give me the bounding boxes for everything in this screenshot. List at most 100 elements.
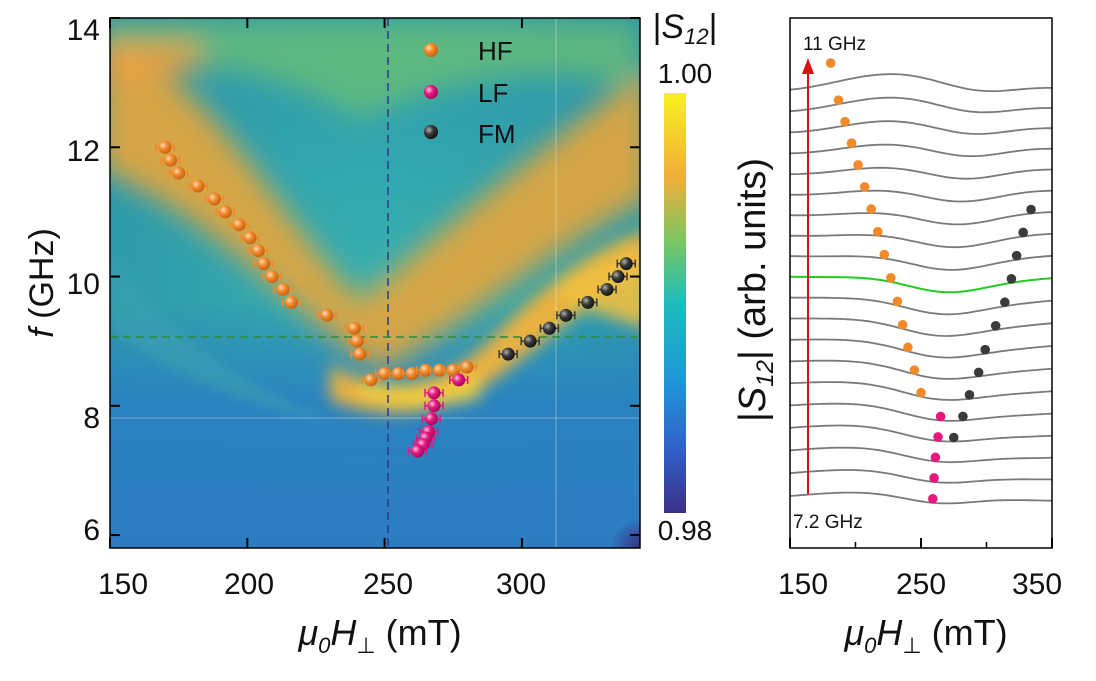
hf-data-point — [240, 231, 260, 245]
trace — [790, 446, 1052, 464]
marker — [427, 386, 441, 400]
lf-trace-point — [927, 493, 938, 504]
hf-data-point — [457, 360, 477, 374]
trace — [790, 317, 1052, 337]
hf-data-point — [155, 140, 175, 154]
lf-trace-point — [933, 432, 943, 442]
marker — [243, 231, 257, 245]
fm-trace-point — [1018, 227, 1028, 238]
x-tick-200: 200 — [224, 568, 274, 601]
trace — [790, 296, 1052, 316]
marker — [251, 244, 265, 258]
highlighted-trace — [790, 275, 1052, 294]
hf-data-point — [229, 218, 249, 232]
lf-data-point — [424, 386, 444, 400]
right-x-tick-250: 250 — [896, 568, 946, 601]
marker — [265, 270, 279, 284]
marker — [207, 192, 221, 206]
hf-data-point — [168, 166, 189, 180]
hf-trace-point — [859, 182, 870, 192]
right-axis-ticks — [789, 538, 1053, 548]
marker — [411, 444, 425, 458]
fm-trace-point — [964, 390, 975, 400]
marker — [378, 366, 392, 380]
legend-hf-label: HF — [478, 36, 513, 66]
marker — [158, 140, 172, 154]
fm-trace-point — [1011, 250, 1022, 261]
trace — [790, 255, 1052, 271]
hf-trace-point — [916, 387, 926, 398]
marker — [419, 363, 433, 377]
marker — [405, 366, 419, 380]
hf-data-point — [347, 334, 367, 348]
marker — [163, 153, 177, 167]
hf-trace-point — [903, 342, 913, 353]
left-x-axis-label: μ0H⊥ (mT) — [297, 612, 461, 658]
lf-data-point — [449, 373, 469, 387]
trace — [790, 402, 1052, 422]
hf-data-point — [281, 295, 301, 309]
left-axis-ticks — [109, 17, 640, 548]
frequency-arrow-head — [802, 58, 814, 74]
marker — [218, 205, 232, 219]
y-tick-14: 14 — [67, 14, 100, 47]
marker — [232, 218, 246, 232]
fm-data-point — [539, 321, 560, 335]
trace — [790, 338, 1052, 359]
left-y-axis-label: f (GHz) — [23, 228, 61, 338]
right-x-axis-label: μ0H⊥ (mT) — [843, 612, 1007, 658]
marker — [611, 270, 625, 284]
fm-trace-point — [1000, 297, 1010, 308]
hf-trace-point — [909, 365, 920, 375]
colorbar-min-label: 0.98 — [658, 515, 713, 546]
marker — [523, 334, 537, 348]
marker — [257, 257, 271, 271]
trace — [790, 424, 1052, 443]
x-tick-150: 150 — [98, 568, 148, 601]
hf-trace-point — [833, 95, 844, 105]
hf-trace-point — [872, 226, 883, 237]
marker — [581, 295, 595, 309]
frequency-arrow — [802, 58, 814, 494]
left-y-label-unit: (GHz) — [23, 228, 61, 328]
marker — [364, 373, 378, 387]
marker — [542, 321, 556, 335]
trace — [790, 469, 1052, 484]
left-scatter-points — [155, 140, 637, 458]
legend: HF LF FM — [424, 36, 516, 149]
marker — [600, 282, 614, 296]
hf-data-point — [273, 282, 293, 296]
legend-hf-marker — [424, 43, 438, 57]
trace — [790, 166, 1052, 180]
hf-data-point — [350, 347, 370, 361]
marker — [427, 399, 441, 413]
legend-fm-marker — [424, 125, 438, 139]
fm-data-point — [520, 334, 540, 348]
left-x-tick-labels: 150 200 250 300 — [98, 568, 546, 601]
hf-data-point — [248, 244, 269, 258]
x-tick-250: 250 — [363, 568, 413, 601]
trace — [790, 120, 1052, 135]
marker — [433, 363, 447, 377]
y-tick-12: 12 — [67, 135, 100, 168]
y-tick-8: 8 — [83, 402, 100, 435]
colorbar-max-label: 1.00 — [658, 58, 713, 89]
right-x-tick-350: 350 — [1012, 568, 1062, 601]
fm-data-point — [498, 347, 518, 361]
left-y-tick-labels: 6 8 10 12 14 — [67, 14, 100, 547]
marker — [424, 412, 438, 426]
trace — [790, 359, 1052, 380]
hf-trace-point — [866, 204, 877, 214]
fm-data-point — [556, 308, 576, 322]
fm-data-point — [597, 282, 617, 296]
hf-data-point — [160, 153, 181, 167]
trace — [790, 232, 1052, 249]
trace — [790, 189, 1052, 203]
hf-data-point — [254, 257, 274, 271]
hf-trace-point — [892, 296, 903, 307]
marker — [320, 308, 334, 322]
marker — [276, 282, 290, 296]
hf-trace-point — [886, 273, 896, 283]
lf-trace-point — [930, 452, 941, 463]
